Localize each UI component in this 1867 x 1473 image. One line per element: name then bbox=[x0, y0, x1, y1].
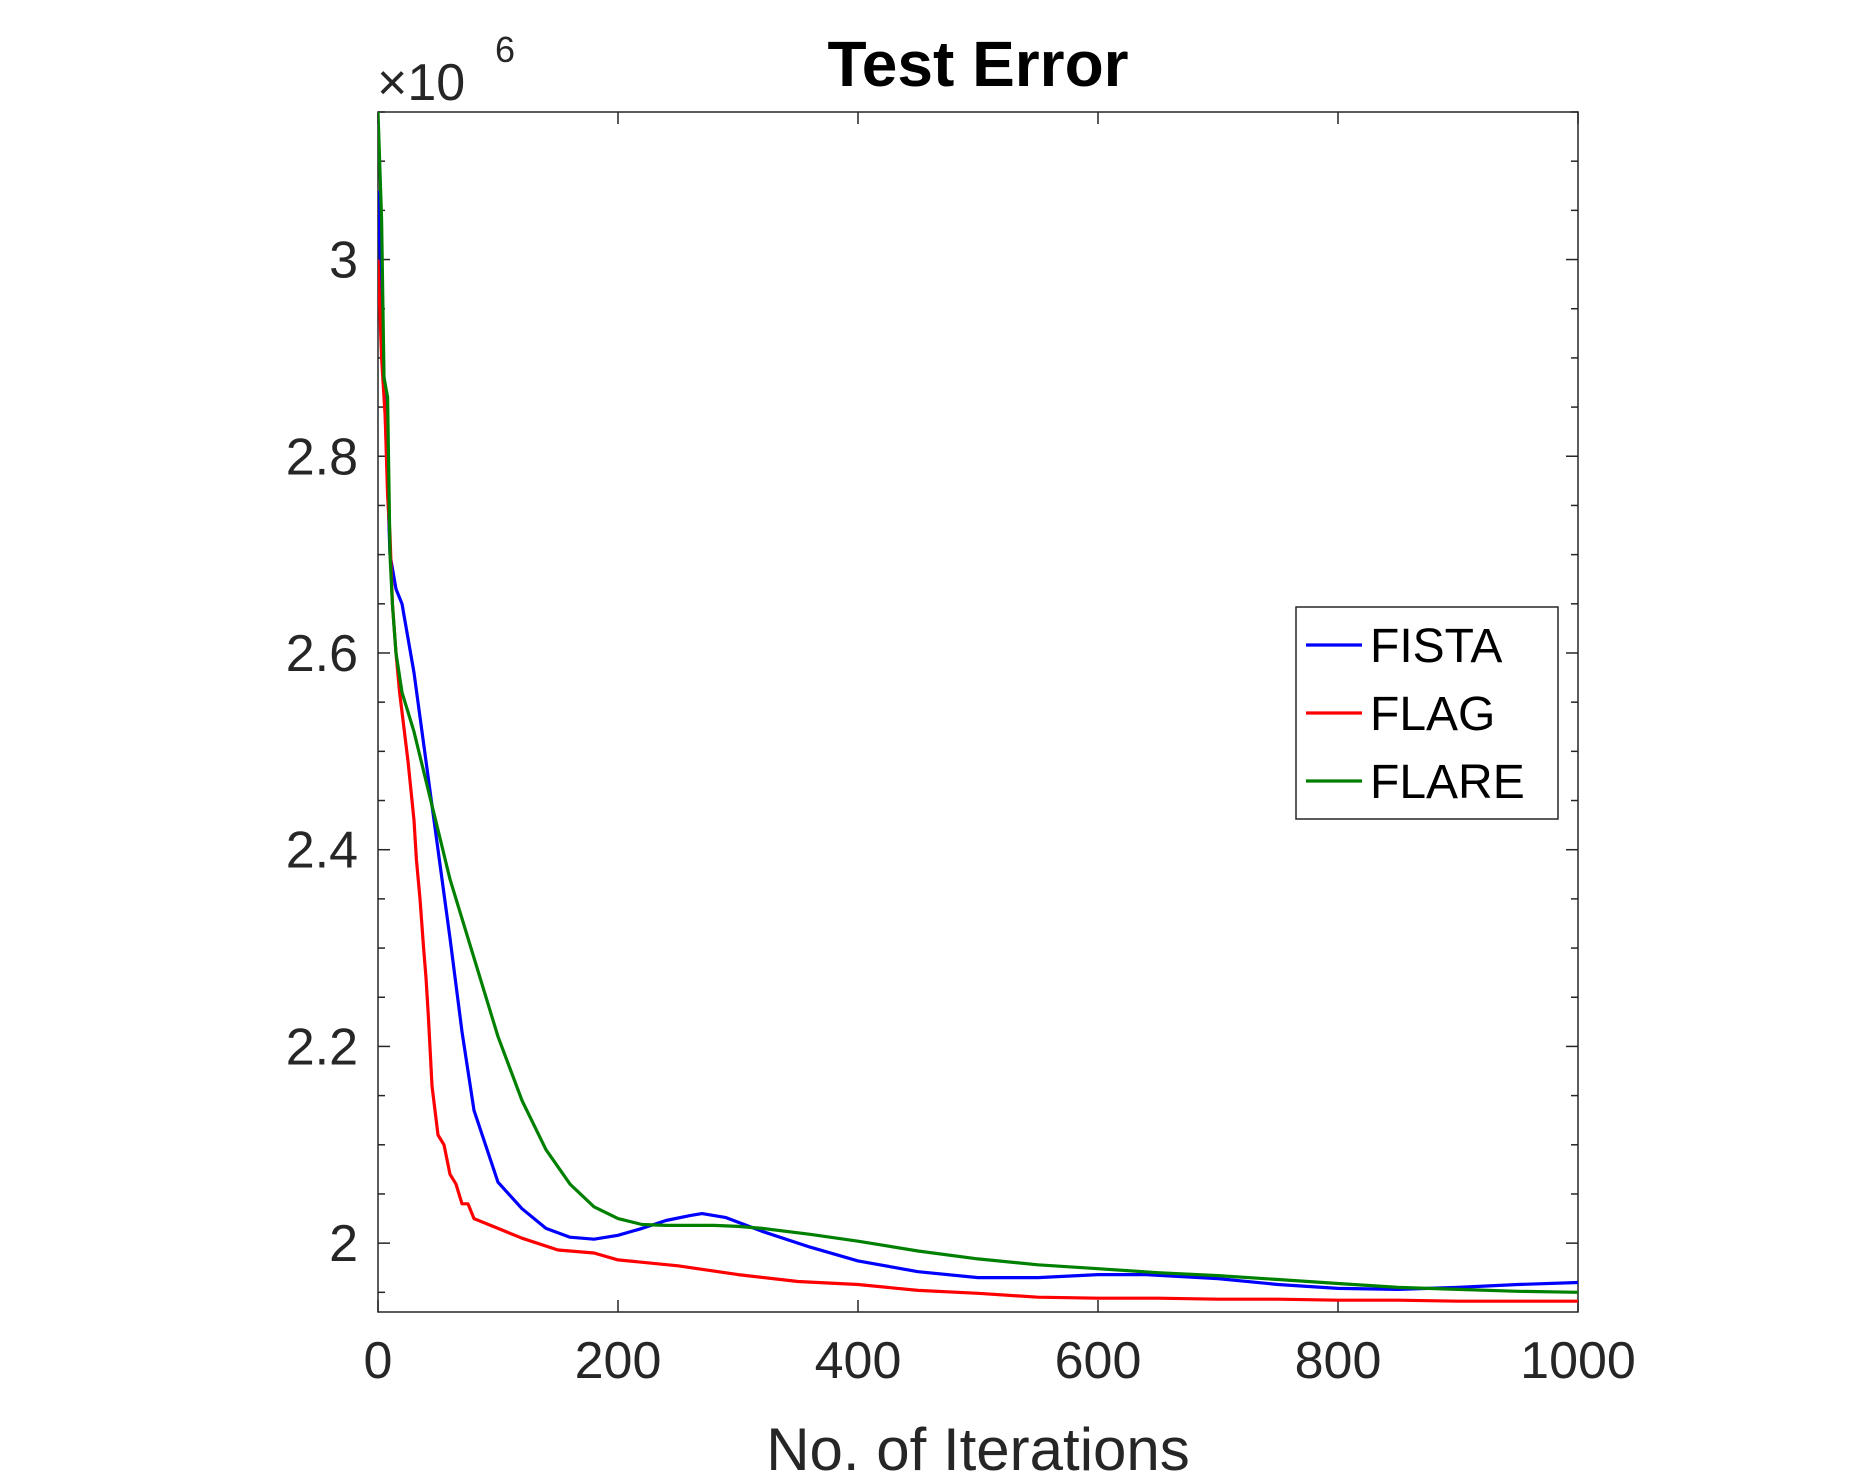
chart-title: Test Error bbox=[827, 28, 1128, 100]
legend-label-fista: FISTA bbox=[1370, 620, 1502, 673]
y-tick-label: 2.2 bbox=[286, 1018, 358, 1076]
series-line-fista bbox=[378, 190, 1578, 1292]
axis-ticks bbox=[377, 111, 1579, 1312]
x-tick-label: 1000 bbox=[1520, 1332, 1636, 1390]
y-axis-tick-labels: 2 2.2 2.4 2.6 2.8 3 bbox=[286, 232, 358, 1274]
legend-label-flag: FLAG bbox=[1370, 688, 1495, 741]
legend-entries: FISTA FLAG FLARE bbox=[1306, 620, 1525, 809]
x-axis-label: No. of Iterations bbox=[766, 1416, 1190, 1473]
legend: FISTA FLAG FLARE bbox=[1295, 606, 1559, 820]
y-tick-label: 2 bbox=[329, 1215, 358, 1273]
x-tick-label: 800 bbox=[1295, 1332, 1382, 1390]
x-tick-label: 600 bbox=[1055, 1332, 1142, 1390]
x-axis-tick-labels: 0 200 400 600 800 1000 bbox=[364, 1332, 1636, 1390]
plot-area-frame bbox=[377, 111, 1579, 1313]
legend-label-flare: FLARE bbox=[1370, 756, 1525, 809]
x-tick-label: 200 bbox=[575, 1332, 662, 1390]
y-axis-exponent-power: 6 bbox=[495, 29, 515, 70]
y-tick-label: 3 bbox=[329, 232, 358, 290]
y-axis-exponent-base: ×10 bbox=[377, 54, 465, 112]
series-lines bbox=[378, 112, 1578, 1303]
x-tick-label: 400 bbox=[815, 1332, 902, 1390]
series-line-flare bbox=[378, 112, 1578, 1294]
series-line-flag bbox=[378, 259, 1578, 1303]
y-tick-label: 2.6 bbox=[286, 625, 358, 683]
y-tick-label: 2.8 bbox=[286, 428, 358, 486]
y-axis-exponent: ×10 6 bbox=[377, 29, 515, 112]
y-tick-label: 2.4 bbox=[286, 822, 358, 880]
x-tick-label: 0 bbox=[364, 1332, 393, 1390]
